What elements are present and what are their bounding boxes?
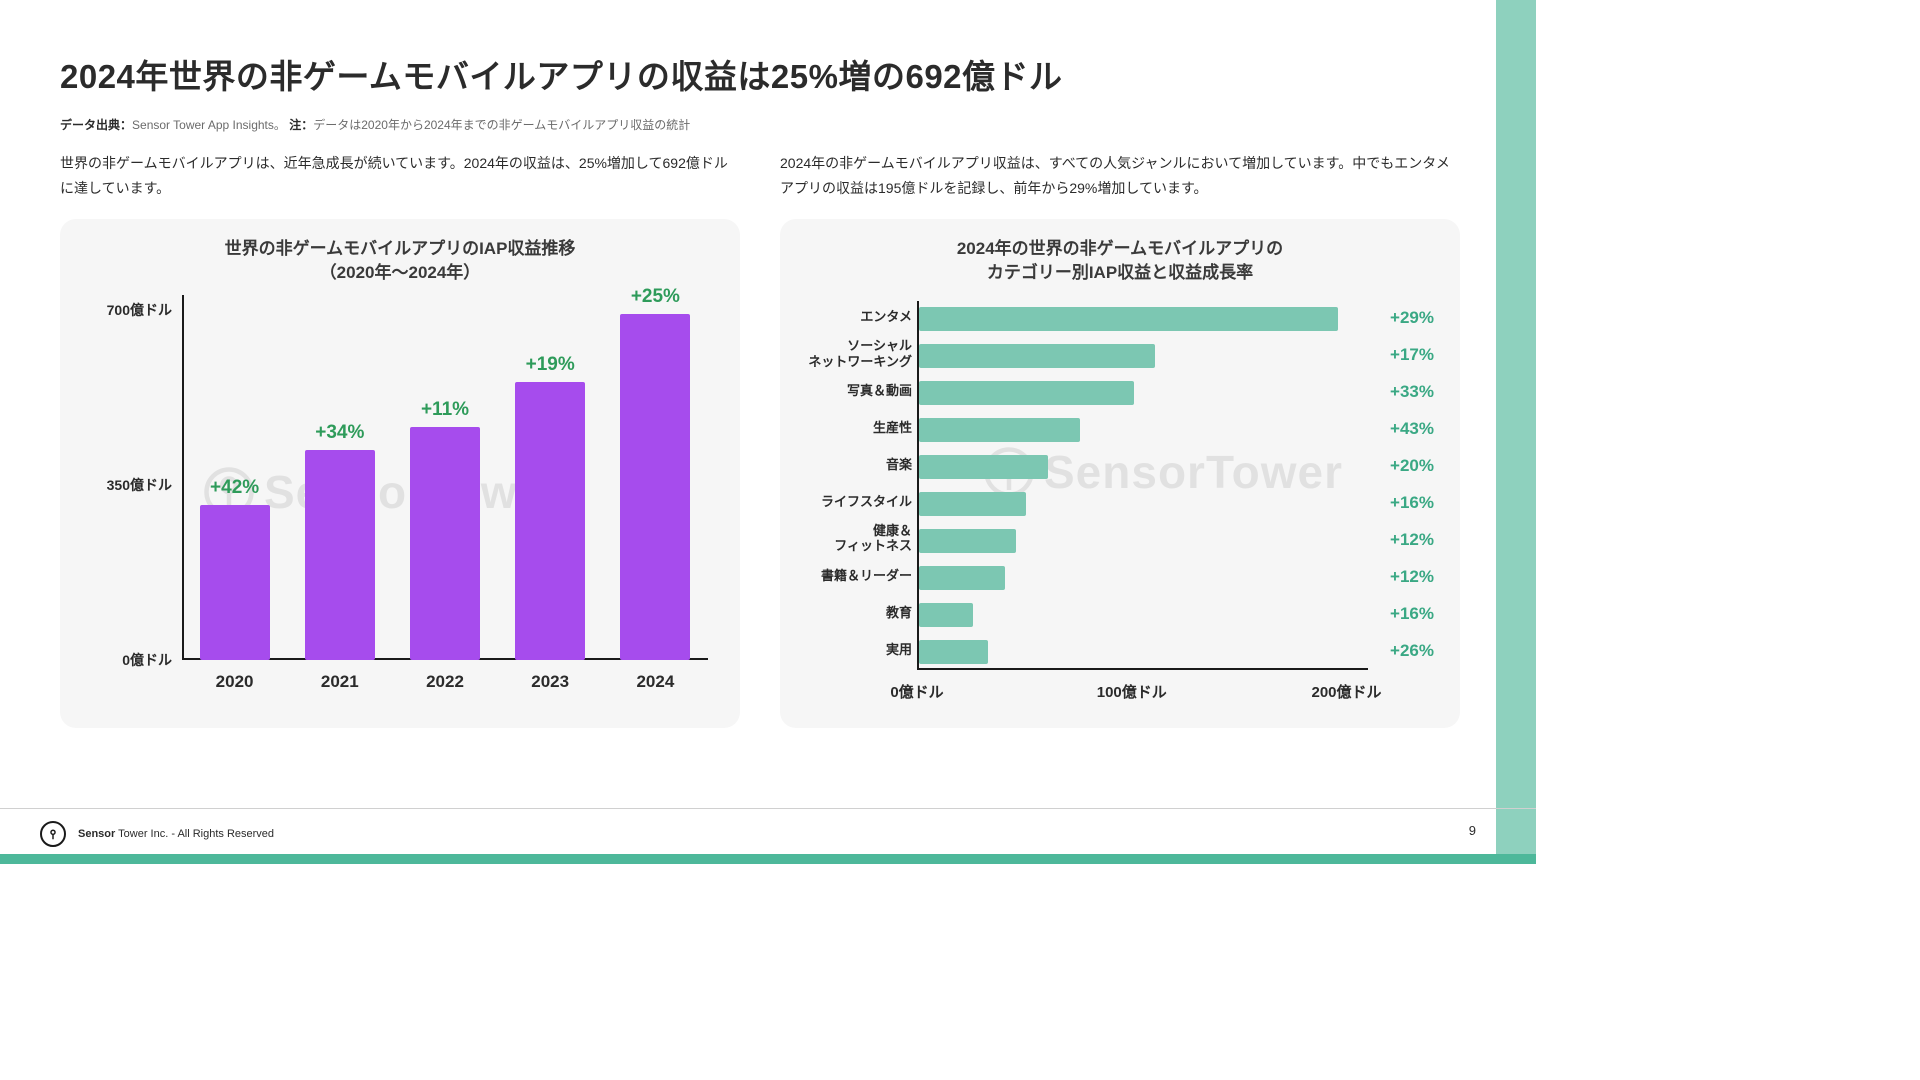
page-title: 2024年世界の非ゲームモバイルアプリの収益は25%増の692億ドル [60,50,1460,98]
right-chart-card: 2024年の世界の非ゲームモバイルアプリの カテゴリー別IAP収益と収益成長率 … [780,219,1460,728]
bar-chart: SensorTower 0億ドル350億ドル700億ドル+42%2020+34%… [82,295,718,710]
footer-brand-rest: Tower Inc. - All Rights Reserved [115,828,274,840]
content-area: 2024年世界の非ゲームモバイルアプリの収益は25%増の692億ドル データ出典… [60,50,1460,728]
bar-column: +19% [515,295,585,660]
right-chart-title: 2024年の世界の非ゲームモバイルアプリの カテゴリー別IAP収益と収益成長率 [802,237,1438,285]
page-number: 9 [1469,823,1476,838]
right-description: 2024年の非ゲームモバイルアプリ収益は、すべての人気ジャンルにおいて増加してい… [780,151,1460,201]
body-row: 世界の非ゲームモバイルアプリは、近年急成長が続いています。2024年の収益は、2… [60,151,1460,728]
left-chart-title-line2: （2020年〜2024年） [320,263,481,282]
hbar-growth-label: +20% [1390,456,1434,476]
right-chart-title-line2: カテゴリー別IAP収益と収益成長率 [987,263,1253,282]
slide: 2024年世界の非ゲームモバイルアプリの収益は25%増の692億ドル データ出典… [0,0,1536,864]
hbar-rect [919,381,1134,405]
footer-inner: Sensor Tower Inc. - All Rights Reserved [40,821,274,847]
hbar-growth-label: +12% [1390,567,1434,587]
hbar-rect [919,344,1155,368]
hbar-category-label: 実用 [802,642,912,658]
bar-rect [410,427,480,660]
bar-rect [515,382,585,660]
hbar-chart: SensorTower エンタメ+29%ソーシャルネットワーキング+17%写真＆… [802,295,1438,710]
hbar-rect [919,492,1026,516]
source-line: データ出典：Sensor Tower App Insights。 注：データは2… [60,116,1460,133]
hbar-growth-label: +29% [1390,308,1434,328]
hbar-growth-label: +33% [1390,382,1434,402]
hbar-rect [919,307,1338,331]
bar-column: +11% [410,295,480,660]
hbar-rect [919,455,1048,479]
bar-column: +42% [200,295,270,660]
bar-rect [620,314,690,660]
footer: Sensor Tower Inc. - All Rights Reserved … [0,808,1536,864]
hbar-category-label: ソーシャルネットワーキング [802,338,912,369]
hbar-rect [919,566,1005,590]
x-tick-label: 2022 [405,672,485,692]
hbar-growth-label: +16% [1390,604,1434,624]
bar-growth-label: +19% [515,354,585,376]
x-tick-label: 2020 [195,672,275,692]
y-tick-label: 0億ドル [82,650,182,670]
bar-growth-label: +42% [200,477,270,499]
hbar-growth-label: +26% [1390,641,1434,661]
hbar-rect [919,529,1016,553]
x-tick-label: 2021 [300,672,380,692]
bar-column: +34% [305,295,375,660]
bar-column: +25% [620,295,690,660]
left-column: 世界の非ゲームモバイルアプリは、近年急成長が続いています。2024年の収益は、2… [60,151,740,728]
hx-tick-label: 0億ドル [890,681,943,702]
hbar-growth-label: +17% [1390,345,1434,365]
footer-logo-icon [40,821,66,847]
hbar-category-label: 生産性 [802,420,912,436]
hbar-growth-label: +12% [1390,530,1434,550]
right-column: 2024年の非ゲームモバイルアプリ収益は、すべての人気ジャンルにおいて増加してい… [780,151,1460,728]
hbar-category-label: エンタメ [802,309,912,325]
hbar-category-label: 写真＆動画 [802,383,912,399]
hbar-growth-label: +16% [1390,493,1434,513]
hbar-rect [919,418,1080,442]
source-label: データ出典： [60,118,132,132]
footer-green-bar [0,854,1536,864]
left-chart-card: 世界の非ゲームモバイルアプリのIAP収益推移 （2020年〜2024年） Sen… [60,219,740,728]
hx-tick-label: 100億ドル [1097,681,1167,702]
source-text: Sensor Tower App Insights。 [132,118,286,132]
hbar-category-label: 音楽 [802,457,912,473]
note-label: 注： [289,118,313,132]
left-chart-title: 世界の非ゲームモバイルアプリのIAP収益推移 （2020年〜2024年） [82,237,718,285]
note-text: データは2020年から2024年までの非ゲームモバイルアプリ収益の統計 [313,118,690,132]
bar-growth-label: +25% [620,286,690,308]
accent-bar [1496,0,1536,864]
hx-tick-label: 200億ドル [1312,681,1382,702]
right-chart-title-line1: 2024年の世界の非ゲームモバイルアプリの [957,239,1283,258]
footer-brand-bold: Sensor [78,828,115,840]
hbar-growth-label: +43% [1390,419,1434,439]
y-tick-label: 700億ドル [82,300,182,320]
bar-rect [305,450,375,660]
hbar-category-label: ライフスタイル [802,494,912,510]
y-tick-label: 350億ドル [82,475,182,495]
footer-text: Sensor Tower Inc. - All Rights Reserved [78,828,274,840]
hbar-rect [919,603,973,627]
x-tick-label: 2024 [615,672,695,692]
bar-growth-label: +11% [410,399,480,421]
hbar-category-label: 健康＆フィットネス [802,523,912,554]
x-tick-label: 2023 [510,672,590,692]
bar-rect [200,505,270,660]
hbar-category-label: 教育 [802,605,912,621]
left-chart-title-line1: 世界の非ゲームモバイルアプリのIAP収益推移 [225,239,576,258]
left-description: 世界の非ゲームモバイルアプリは、近年急成長が続いています。2024年の収益は、2… [60,151,740,201]
bar-growth-label: +34% [305,422,375,444]
hbar-rect [919,640,988,664]
hbar-category-label: 書籍＆リーダー [802,568,912,584]
